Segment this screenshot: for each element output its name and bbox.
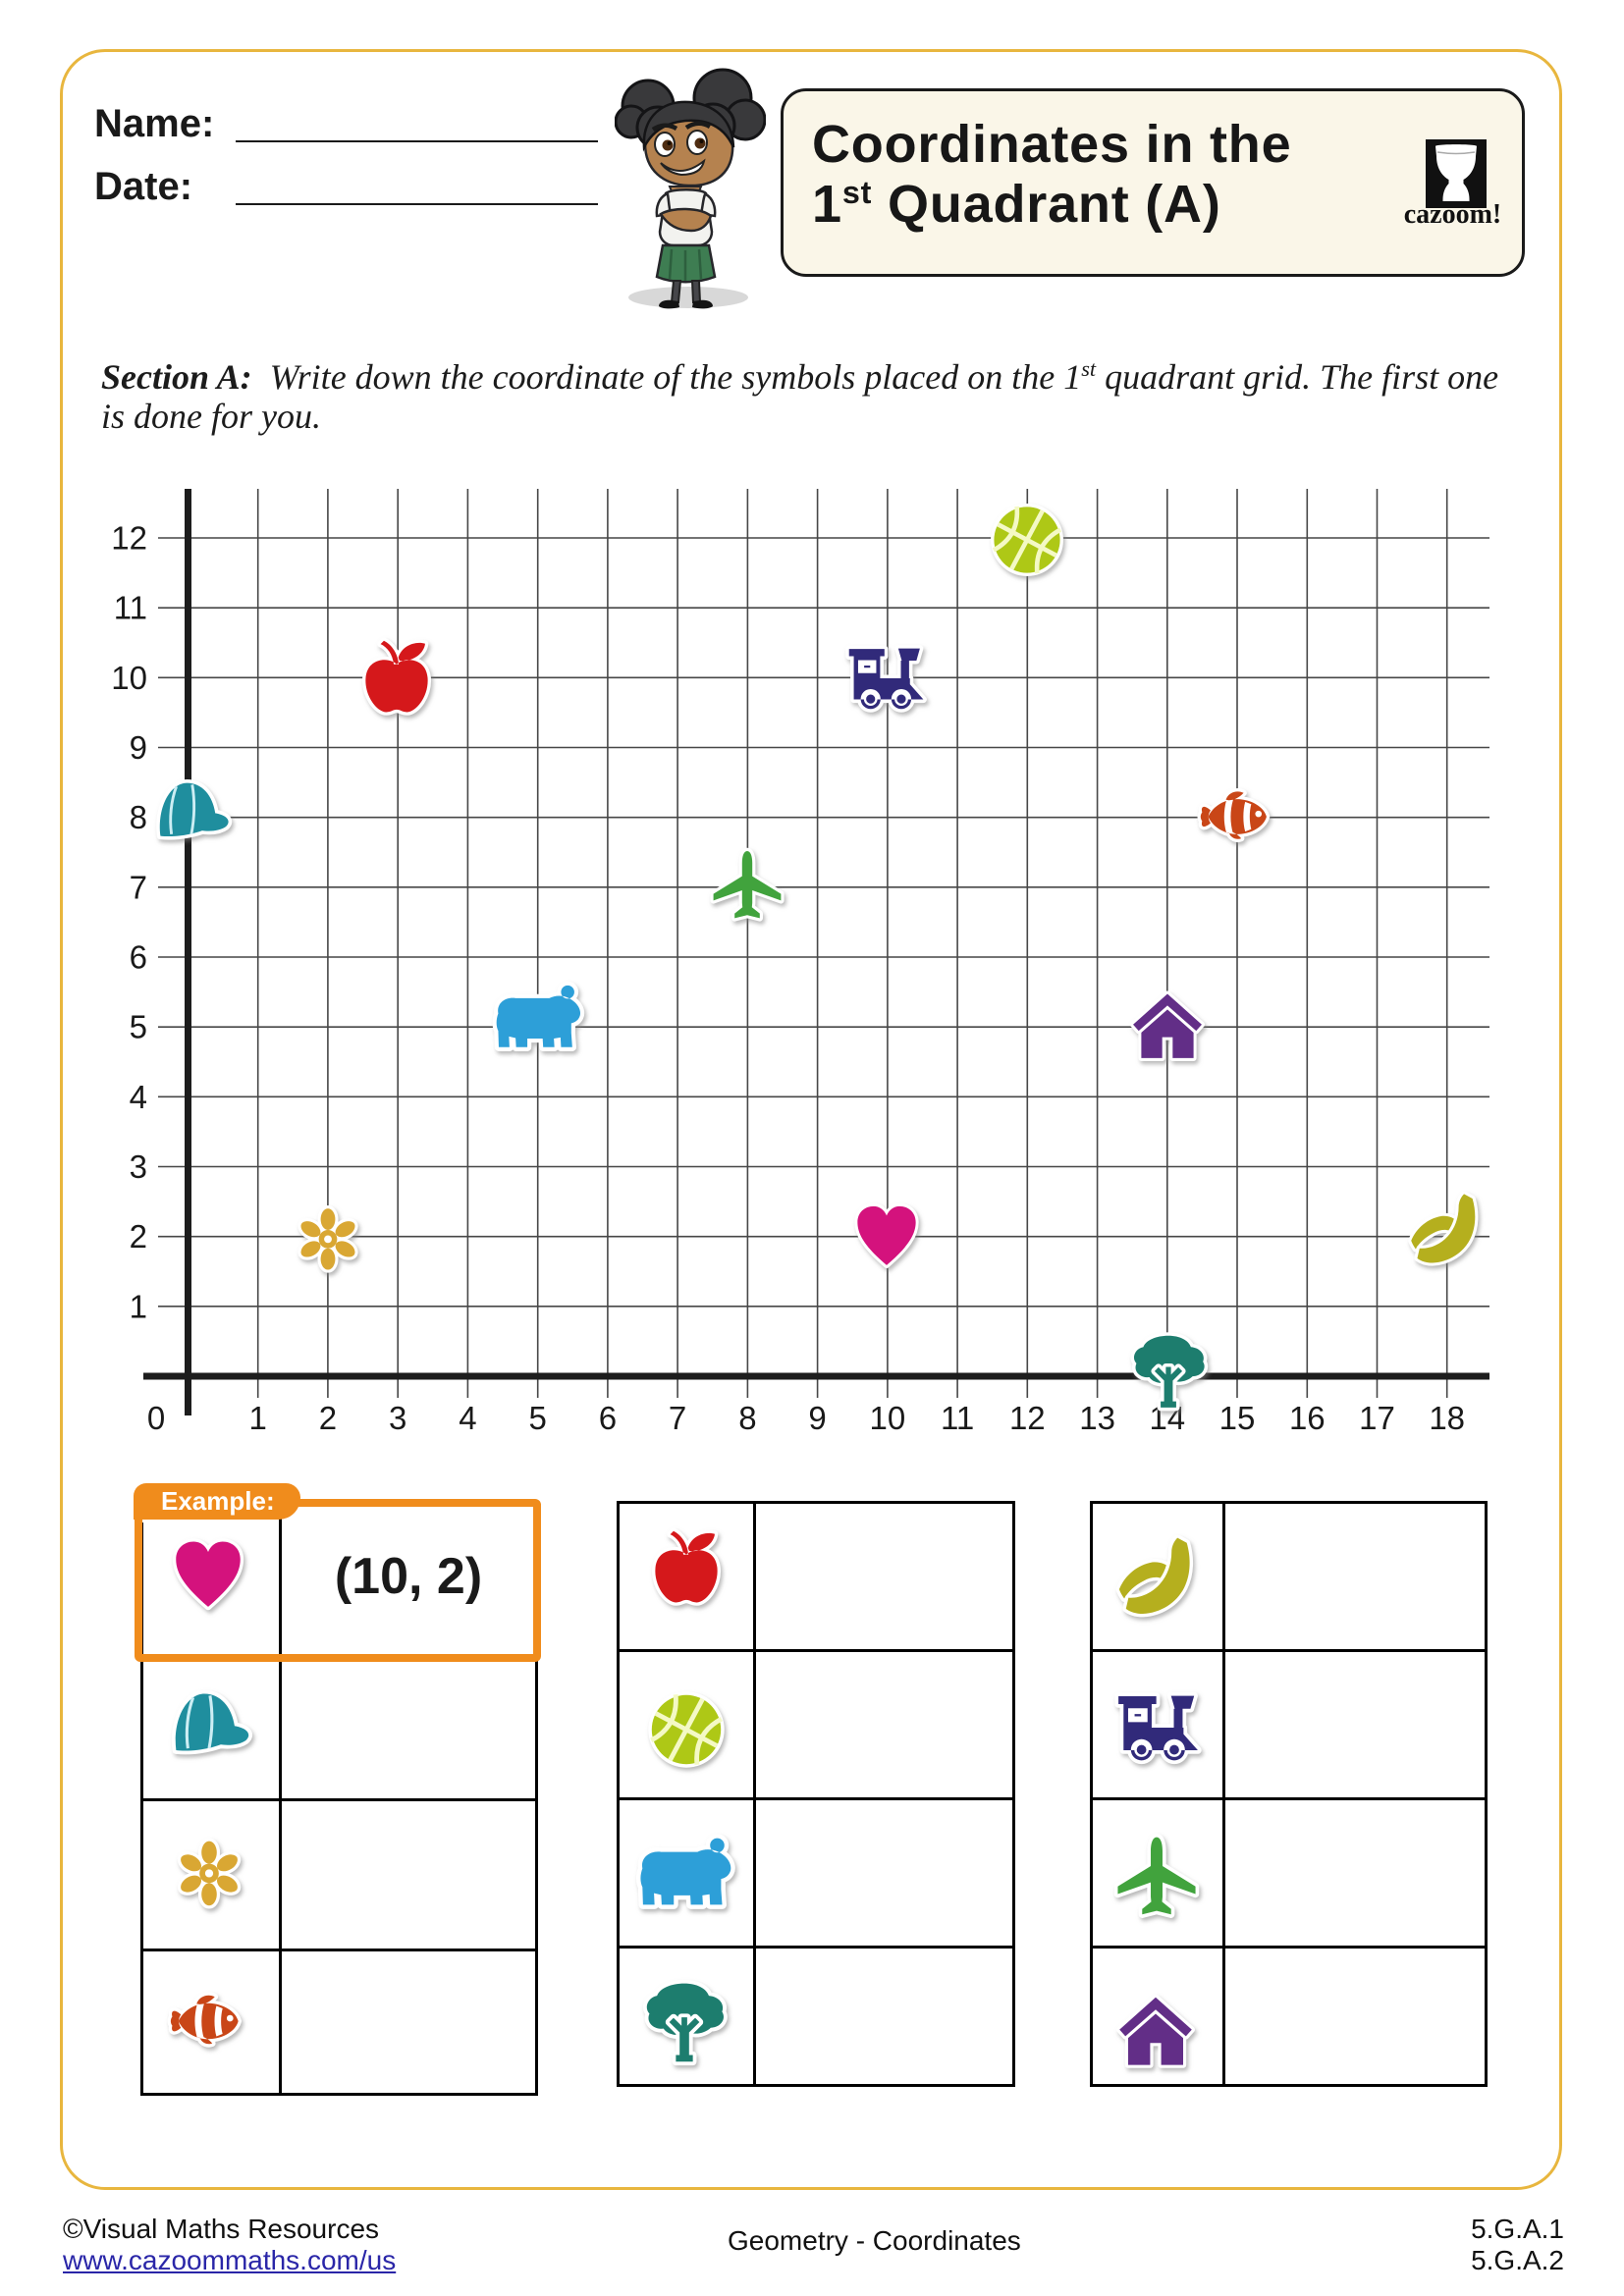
svg-text:15: 15 [1219, 1400, 1256, 1436]
svg-text:3: 3 [389, 1400, 406, 1436]
svg-text:4: 4 [130, 1079, 147, 1115]
svg-text:8: 8 [130, 799, 147, 835]
svg-text:9: 9 [808, 1400, 826, 1436]
svg-text:6: 6 [130, 939, 147, 976]
svg-text:18: 18 [1429, 1400, 1465, 1436]
svg-text:9: 9 [130, 729, 147, 766]
svg-text:1: 1 [249, 1400, 267, 1436]
svg-text:10: 10 [870, 1400, 906, 1436]
svg-text:6: 6 [599, 1400, 617, 1436]
svg-text:4: 4 [459, 1400, 476, 1436]
svg-text:3: 3 [130, 1148, 147, 1185]
svg-text:12: 12 [111, 520, 147, 557]
svg-text:2: 2 [130, 1218, 147, 1255]
svg-text:13: 13 [1079, 1400, 1115, 1436]
svg-text:12: 12 [1009, 1400, 1046, 1436]
svg-text:1: 1 [130, 1288, 147, 1324]
svg-text:10: 10 [111, 660, 147, 696]
svg-text:8: 8 [738, 1400, 756, 1436]
svg-text:0: 0 [147, 1400, 165, 1436]
svg-text:2: 2 [319, 1400, 337, 1436]
svg-text:11: 11 [114, 590, 147, 626]
svg-text:11: 11 [941, 1400, 974, 1436]
svg-text:5: 5 [130, 1009, 147, 1045]
svg-text:7: 7 [669, 1400, 686, 1436]
svg-text:16: 16 [1289, 1400, 1326, 1436]
svg-text:17: 17 [1359, 1400, 1395, 1436]
svg-text:7: 7 [130, 869, 147, 905]
svg-text:5: 5 [529, 1400, 547, 1436]
